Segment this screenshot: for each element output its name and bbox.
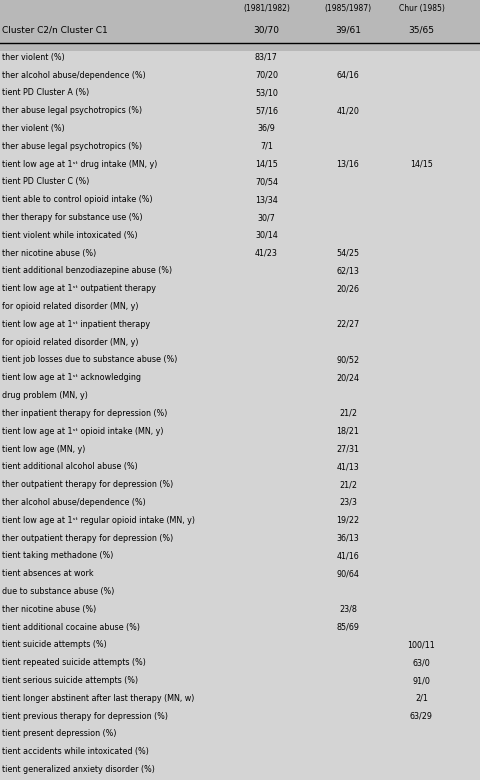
Text: 13/34: 13/34	[255, 195, 278, 204]
Text: tient low age at 1ˢᵗ inpatient therapy: tient low age at 1ˢᵗ inpatient therapy	[2, 320, 151, 329]
Text: 64/16: 64/16	[336, 70, 360, 80]
Text: 13/16: 13/16	[336, 160, 360, 168]
Text: 18/21: 18/21	[336, 427, 360, 436]
Text: tient PD Cluster C (%): tient PD Cluster C (%)	[2, 177, 90, 186]
Text: 19/22: 19/22	[336, 516, 360, 525]
Text: tient longer abstinent after last therapy (MN, w): tient longer abstinent after last therap…	[2, 693, 195, 703]
Text: tient additional benzodiazepine abuse (%): tient additional benzodiazepine abuse (%…	[2, 267, 172, 275]
Text: 63/0: 63/0	[413, 658, 430, 667]
Text: tient taking methadone (%): tient taking methadone (%)	[2, 551, 114, 560]
Text: ther outpatient therapy for depression (%): ther outpatient therapy for depression (…	[2, 534, 174, 543]
Text: 23/3: 23/3	[339, 498, 357, 507]
Text: drug problem (MN, y): drug problem (MN, y)	[2, 391, 88, 400]
Text: ther abuse legal psychotropics (%): ther abuse legal psychotropics (%)	[2, 106, 143, 115]
Text: 63/29: 63/29	[410, 711, 433, 721]
Text: ther violent (%): ther violent (%)	[2, 53, 65, 62]
Text: tient serious suicide attempts (%): tient serious suicide attempts (%)	[2, 676, 139, 685]
Text: tient absences at work: tient absences at work	[2, 569, 94, 578]
Text: 54/25: 54/25	[336, 249, 360, 257]
Text: 20/24: 20/24	[336, 374, 360, 382]
Text: ther outpatient therapy for depression (%): ther outpatient therapy for depression (…	[2, 480, 174, 489]
Text: ther inpatient therapy for depression (%): ther inpatient therapy for depression (%…	[2, 409, 168, 418]
Bar	[0, 0, 480, 51]
Text: tient low age at 1ˢᵗ regular opioid intake (MN, y): tient low age at 1ˢᵗ regular opioid inta…	[2, 516, 195, 525]
Text: for opioid related disorder (MN, y): for opioid related disorder (MN, y)	[2, 302, 139, 311]
Text: Chur (1985): Chur (1985)	[398, 4, 444, 13]
Text: tient job losses due to substance abuse (%): tient job losses due to substance abuse …	[2, 356, 178, 364]
Text: 35/65: 35/65	[408, 25, 434, 34]
Text: tient low age at 1ˢᵗ acknowledging: tient low age at 1ˢᵗ acknowledging	[2, 374, 142, 382]
Text: ther alcohol abuse/dependence (%): ther alcohol abuse/dependence (%)	[2, 498, 146, 507]
Text: tient low age at 1ˢᵗ outpatient therapy: tient low age at 1ˢᵗ outpatient therapy	[2, 284, 156, 293]
Text: 57/16: 57/16	[255, 106, 278, 115]
Text: 39/61: 39/61	[335, 25, 361, 34]
Text: tient present depression (%): tient present depression (%)	[2, 729, 117, 739]
Text: 62/13: 62/13	[336, 267, 360, 275]
Text: 30/70: 30/70	[253, 25, 279, 34]
Text: 100/11: 100/11	[408, 640, 435, 650]
Text: 83/17: 83/17	[255, 53, 278, 62]
Text: tient additional cocaine abuse (%): tient additional cocaine abuse (%)	[2, 622, 140, 632]
Text: tient repeated suicide attempts (%): tient repeated suicide attempts (%)	[2, 658, 146, 667]
Text: Cluster C2/n Cluster C1: Cluster C2/n Cluster C1	[2, 25, 108, 34]
Text: 91/0: 91/0	[412, 676, 431, 685]
Text: ther therapy for substance use (%): ther therapy for substance use (%)	[2, 213, 143, 222]
Text: 2/1: 2/1	[415, 693, 428, 703]
Text: (1985/1987): (1985/1987)	[324, 4, 372, 13]
Text: 22/27: 22/27	[336, 320, 360, 329]
Text: for opioid related disorder (MN, y): for opioid related disorder (MN, y)	[2, 338, 139, 346]
Text: 53/10: 53/10	[255, 88, 278, 98]
Text: 30/7: 30/7	[257, 213, 276, 222]
Text: 20/26: 20/26	[336, 284, 360, 293]
Text: 41/16: 41/16	[336, 551, 360, 560]
Text: tient previous therapy for depression (%): tient previous therapy for depression (%…	[2, 711, 168, 721]
Text: tient low age at 1ˢᵗ opioid intake (MN, y): tient low age at 1ˢᵗ opioid intake (MN, …	[2, 427, 164, 436]
Text: 85/69: 85/69	[336, 622, 360, 632]
Text: 14/15: 14/15	[410, 160, 433, 168]
Text: 36/9: 36/9	[257, 124, 276, 133]
Text: tient suicide attempts (%): tient suicide attempts (%)	[2, 640, 107, 650]
Text: 23/8: 23/8	[339, 604, 357, 614]
Text: ther nicotine abuse (%): ther nicotine abuse (%)	[2, 249, 96, 257]
Text: 41/13: 41/13	[336, 463, 360, 471]
Text: 41/20: 41/20	[336, 106, 360, 115]
Text: 30/14: 30/14	[255, 231, 278, 239]
Text: tient able to control opioid intake (%): tient able to control opioid intake (%)	[2, 195, 153, 204]
Text: tient violent while intoxicated (%): tient violent while intoxicated (%)	[2, 231, 138, 239]
Text: 14/15: 14/15	[255, 160, 278, 168]
Text: ther abuse legal psychotropics (%): ther abuse legal psychotropics (%)	[2, 142, 143, 151]
Text: tient accidents while intoxicated (%): tient accidents while intoxicated (%)	[2, 747, 149, 757]
Text: ther violent (%): ther violent (%)	[2, 124, 65, 133]
Text: tient PD Cluster A (%): tient PD Cluster A (%)	[2, 88, 90, 98]
Text: 90/52: 90/52	[336, 356, 360, 364]
Text: ther nicotine abuse (%): ther nicotine abuse (%)	[2, 604, 96, 614]
Text: tient generalized anxiety disorder (%): tient generalized anxiety disorder (%)	[2, 765, 155, 774]
Text: ther alcohol abuse/dependence (%): ther alcohol abuse/dependence (%)	[2, 70, 146, 80]
Text: tient low age at 1ˢᵗ drug intake (MN, y): tient low age at 1ˢᵗ drug intake (MN, y)	[2, 160, 158, 168]
Text: 27/31: 27/31	[336, 445, 360, 453]
Text: (1981/1982): (1981/1982)	[243, 4, 290, 13]
Text: 70/54: 70/54	[255, 177, 278, 186]
Text: 70/20: 70/20	[255, 70, 278, 80]
Text: tient low age (MN, y): tient low age (MN, y)	[2, 445, 86, 453]
Text: 41/23: 41/23	[255, 249, 278, 257]
Text: 21/2: 21/2	[339, 409, 357, 418]
Text: due to substance abuse (%): due to substance abuse (%)	[2, 587, 115, 596]
Text: 21/2: 21/2	[339, 480, 357, 489]
Text: tient additional alcohol abuse (%): tient additional alcohol abuse (%)	[2, 463, 138, 471]
Text: 36/13: 36/13	[336, 534, 360, 543]
Text: 7/1: 7/1	[260, 142, 273, 151]
Text: 90/64: 90/64	[336, 569, 360, 578]
